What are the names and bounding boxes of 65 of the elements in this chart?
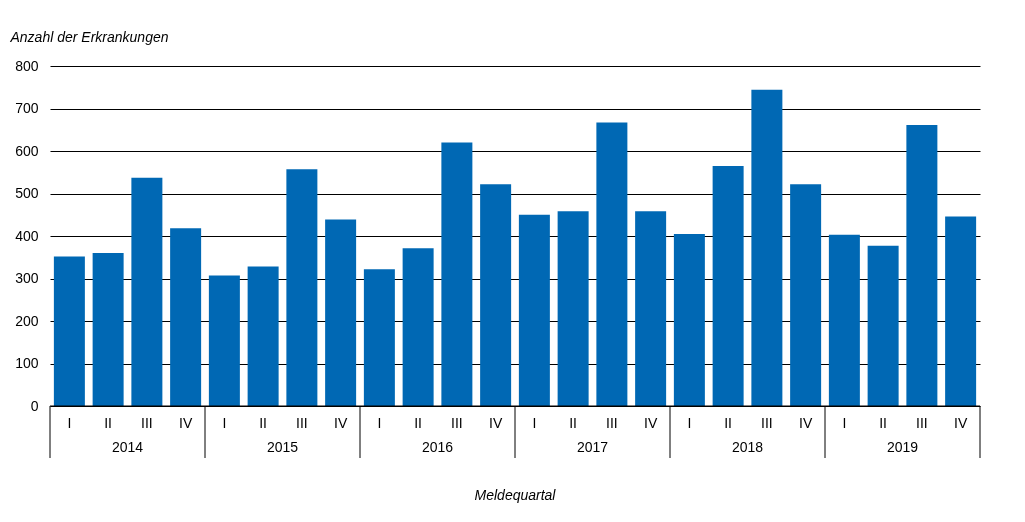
bar (441, 142, 473, 406)
y-axis-title: Anzahl der Erkrankungen (9, 28, 169, 45)
x-tick-label: IV (644, 415, 658, 431)
y-tick-label: 500 (15, 185, 39, 201)
bar (247, 266, 279, 406)
bar (518, 214, 550, 406)
y-tick-label: 300 (15, 270, 39, 286)
text: 2019 (886, 439, 919, 455)
x-tick-label: III (451, 415, 463, 431)
x-axis-title: Meldequartal (474, 487, 557, 503)
bar (828, 234, 860, 406)
bar (867, 245, 899, 406)
x-tick-label: II (879, 415, 888, 431)
bar (945, 216, 977, 406)
x-tick-label: I (67, 415, 72, 431)
bar (208, 275, 240, 406)
bar (325, 219, 357, 406)
x-tick-label: IV (179, 415, 193, 431)
y-tick-label: 0 (30, 397, 39, 414)
x-tick-label: I (377, 415, 382, 431)
bar (557, 211, 589, 406)
y-tick-label: 800 (15, 57, 39, 74)
x-tick-label: III (606, 415, 618, 431)
text: 2017 (576, 439, 609, 455)
x-tick-label: II (569, 415, 578, 431)
x-tick-label: III (141, 415, 153, 431)
x-tick-label: IV (334, 415, 348, 431)
bar (673, 233, 705, 406)
text: 2015 (266, 439, 299, 455)
bar (635, 211, 667, 406)
x-tick-label: III (761, 415, 773, 431)
y-tick-label: 100 (15, 355, 39, 371)
x-tick-label: II (259, 415, 268, 431)
bar (480, 184, 512, 406)
bar (131, 177, 163, 406)
x-tick-label: I (687, 415, 692, 431)
y-tick-label: 600 (15, 142, 39, 159)
x-tick-label: IV (954, 415, 968, 431)
x-tick-label: II (414, 415, 423, 431)
x-tick-label: II (104, 415, 113, 431)
bar (363, 269, 395, 406)
text: 2018 (731, 439, 764, 455)
y-tick-label: 200 (15, 312, 39, 329)
text: 2014 (111, 439, 144, 455)
text: 2016 (421, 439, 454, 455)
y-tick-label: 700 (15, 100, 39, 116)
bar (751, 89, 783, 406)
bar (170, 228, 202, 406)
bar (906, 125, 938, 406)
bar (712, 165, 744, 406)
bar (596, 122, 628, 406)
x-tick-label: IV (489, 415, 503, 431)
bar (92, 253, 124, 406)
x-tick-label: I (222, 415, 227, 431)
bar (790, 184, 822, 406)
x-tick-label: III (296, 415, 308, 431)
y-tick-label: 400 (15, 227, 39, 244)
x-tick-label: I (842, 415, 847, 431)
x-tick-label: I (532, 415, 537, 431)
bar (402, 248, 434, 406)
x-tick-label: III (916, 415, 928, 431)
bar (53, 256, 85, 406)
x-tick-label: IV (799, 415, 813, 431)
x-tick-label: II (724, 415, 733, 431)
bar (286, 169, 318, 406)
